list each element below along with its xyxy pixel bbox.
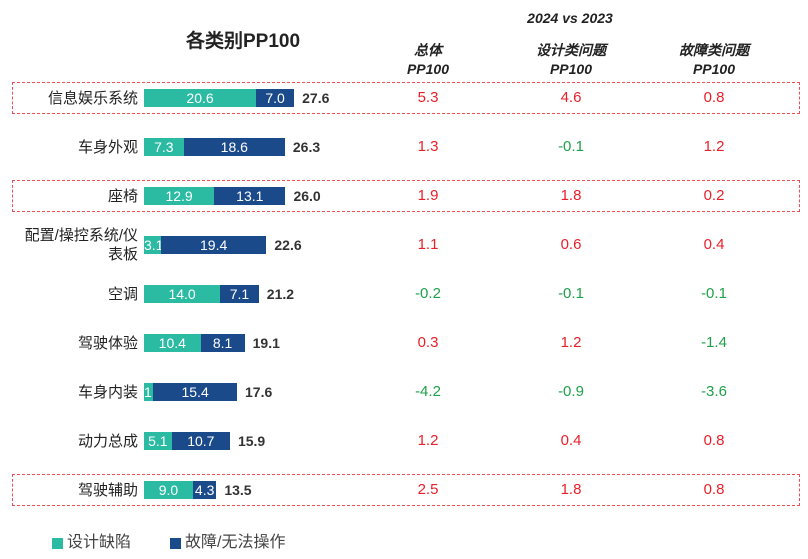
highlight-box	[12, 180, 800, 212]
bar-segment: 3.1	[144, 236, 161, 254]
delta-value: 0.8	[703, 432, 725, 449]
delta-value: -0.1	[701, 285, 727, 302]
chart-title: 各类别PP100	[185, 31, 301, 52]
bar-segment: 10.7	[171, 432, 230, 450]
delta-value: 1.9	[417, 187, 439, 204]
bar-segment: 7.0	[256, 89, 295, 107]
category-label: 动力总成	[77, 432, 138, 450]
bar-segment: 20.6	[144, 89, 257, 107]
delta-value: 1.8	[560, 187, 582, 204]
highlight-box	[12, 474, 800, 506]
delta-value: 1.8	[560, 481, 582, 498]
bar-segment: 7.3	[144, 138, 184, 156]
column-header: 设计类问题	[536, 42, 606, 58]
delta-value: 5.3	[417, 89, 439, 106]
column-header: PP100	[406, 61, 450, 77]
comparison-title: 2024 vs 2023	[527, 10, 613, 26]
total-label: 27.6	[302, 90, 330, 106]
bar-segment: 13.1	[214, 187, 286, 205]
bar-segment: 8.1	[200, 334, 245, 352]
legend-label: 故障/无法操作	[185, 534, 286, 551]
bar-segment: 1.7	[144, 383, 154, 401]
bar-segment: 5.1	[144, 432, 172, 450]
delta-value: 1.2	[703, 138, 725, 155]
delta-value: 1.1	[417, 236, 439, 253]
delta-value: -0.1	[558, 285, 584, 302]
column-header: 故障类问题	[679, 42, 749, 58]
category-label: 信息娱乐系统	[47, 89, 138, 107]
delta-value: 1.2	[417, 432, 439, 449]
category-label: 车身外观	[77, 138, 138, 156]
total-label: 26.3	[292, 139, 321, 155]
total-label: 26.0	[293, 188, 321, 204]
delta-value: -0.9	[558, 383, 584, 400]
bar-segment: 10.4	[144, 334, 201, 352]
category-label: 车身内装	[77, 383, 138, 401]
legend-swatch	[52, 538, 63, 549]
category-label: 空调	[107, 285, 138, 303]
delta-value: 1.3	[417, 138, 439, 155]
delta-value: 0.6	[560, 236, 582, 253]
delta-value: 2.5	[417, 481, 439, 498]
column-header: 总体	[414, 42, 442, 58]
delta-value: 4.6	[560, 89, 582, 106]
category-label: 驾驶辅助	[77, 481, 138, 499]
category-label: 座椅	[107, 187, 138, 205]
delta-value: 0.4	[703, 236, 725, 253]
highlight-box	[12, 82, 800, 114]
total-label: 13.5	[224, 482, 252, 498]
bar-segment: 12.9	[144, 187, 215, 205]
total-label: 17.6	[245, 384, 273, 400]
delta-value: -0.1	[558, 138, 584, 155]
delta-value: 0.4	[560, 432, 582, 449]
bar-segment: 4.3	[192, 481, 217, 499]
bar-segment: 19.4	[160, 236, 267, 254]
category-label: 配置/操控系统/仪表板	[24, 227, 138, 263]
legend-swatch	[170, 538, 181, 549]
total-label: 15.9	[237, 433, 266, 449]
delta-value: -3.6	[701, 383, 727, 400]
delta-value: 1.2	[560, 334, 582, 351]
column-header: PP100	[692, 61, 736, 77]
bar-segment: 18.6	[183, 138, 285, 156]
bar-segment: 14.0	[144, 285, 221, 303]
delta-value: 0.2	[703, 187, 725, 204]
total-label: 22.6	[274, 237, 302, 253]
column-header: PP100	[549, 61, 593, 77]
total-label: 21.2	[266, 286, 295, 302]
legend-label: 设计缺陷	[67, 534, 132, 551]
category-label: 驾驶体验	[77, 334, 138, 352]
bar-segment: 7.1	[220, 285, 259, 303]
total-label: 19.1	[252, 335, 280, 351]
delta-value: -1.4	[701, 334, 727, 351]
delta-value: 0.8	[703, 89, 725, 106]
delta-value: 0.8	[703, 481, 725, 498]
delta-value: -4.2	[415, 383, 441, 400]
delta-value: 0.3	[417, 334, 439, 351]
bar-segment: 9.0	[144, 481, 193, 499]
delta-value: -0.2	[415, 285, 441, 302]
bar-segment: 15.4	[153, 383, 237, 401]
